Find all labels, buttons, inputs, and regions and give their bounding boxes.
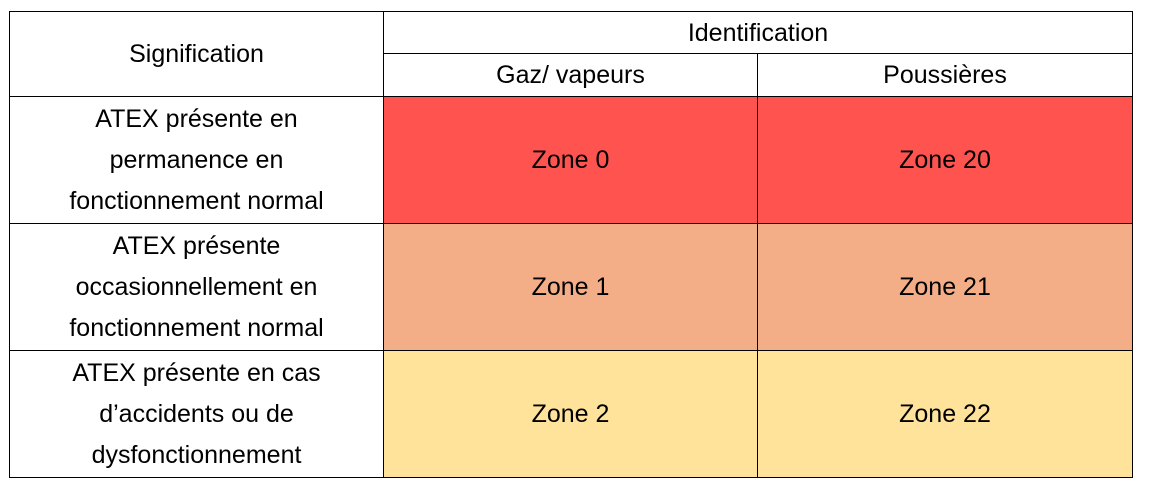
atex-zones-table: Signification Identification Gaz/ vapeur… [9, 11, 1133, 478]
subheader-row: Gaz/ vapeurs Poussières [10, 53, 1133, 97]
table-row: ATEX présente occasionnellement en fonct… [9, 223, 1133, 351]
gas-zone-cell: Zone 2 [383, 350, 758, 478]
signification-cell: ATEX présente occasionnellement en fonct… [9, 223, 384, 351]
dust-zone-cell: Zone 20 [757, 96, 1133, 224]
signification-header: Signification [9, 11, 384, 97]
identification-header: Identification [383, 11, 1133, 54]
header-row: Signification Identification [9, 11, 1133, 97]
signification-cell: ATEX présente en permanence en fonctionn… [9, 96, 384, 224]
dust-zone-cell: Zone 22 [757, 350, 1133, 478]
dust-zone-cell: Zone 21 [757, 223, 1133, 351]
gas-zone-cell: Zone 0 [383, 96, 758, 224]
signification-cell: ATEX présente en cas d’accidents ou de d… [9, 350, 384, 478]
dust-header: Poussières [757, 53, 1133, 97]
table-row: ATEX présente en cas d’accidents ou de d… [9, 350, 1133, 478]
gas-zone-cell: Zone 1 [383, 223, 758, 351]
table-row: ATEX présente en permanence en fonctionn… [9, 96, 1133, 224]
gas-vapour-header: Gaz/ vapeurs [383, 53, 758, 97]
